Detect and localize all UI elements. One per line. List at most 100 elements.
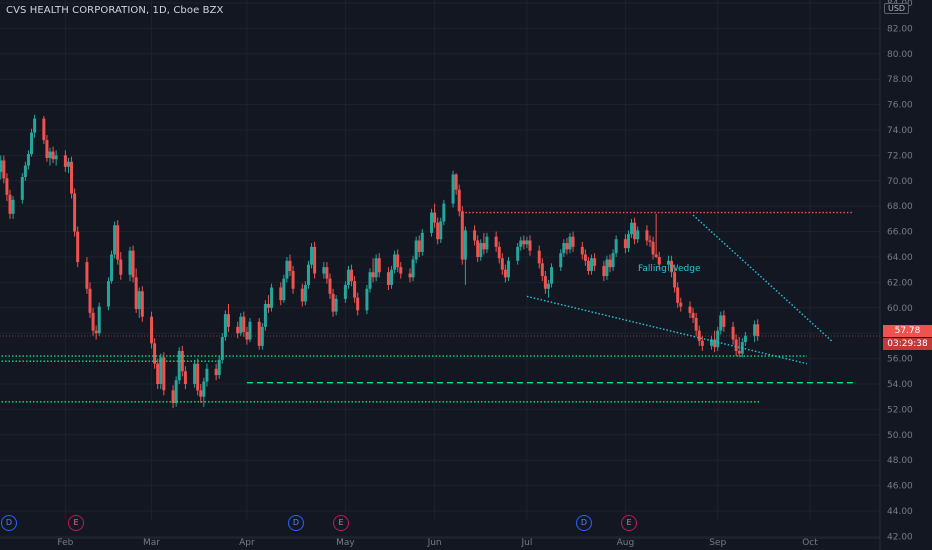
- candle-body: [645, 230, 649, 241]
- dividend-marker[interactable]: D: [288, 515, 304, 531]
- bar-countdown-label: 03:29:38: [883, 338, 932, 350]
- x-tick-label: Feb: [57, 538, 73, 548]
- candle-body: [313, 246, 317, 274]
- candle-body: [583, 254, 587, 261]
- y-tick-label: 48.00: [887, 456, 913, 466]
- y-tick-label: 68.00: [887, 202, 913, 212]
- candle-body: [11, 199, 15, 214]
- candle-body: [565, 243, 569, 250]
- candle-body: [70, 161, 74, 194]
- y-tick-label: 52.00: [887, 405, 913, 415]
- candle-body: [91, 312, 95, 331]
- candle-body: [128, 250, 132, 275]
- candle-body: [593, 258, 597, 266]
- candle-body: [522, 240, 526, 245]
- y-tick-label: 70.00: [887, 177, 913, 187]
- y-tick-label: 56.00: [887, 355, 913, 365]
- candle-body: [543, 276, 547, 289]
- candle-body: [528, 240, 532, 251]
- candle-body: [119, 259, 123, 275]
- candle-body: [562, 243, 566, 254]
- candle-body: [306, 264, 310, 285]
- dividend-marker[interactable]: D: [1, 515, 17, 531]
- candle-body: [519, 240, 523, 247]
- candle-body: [396, 254, 400, 268]
- candle-body: [140, 291, 144, 317]
- candle-body: [485, 236, 489, 250]
- currency-badge[interactable]: USD: [884, 3, 910, 14]
- candle-body: [334, 298, 338, 312]
- candle-body: [580, 246, 584, 255]
- candle-body: [713, 339, 717, 348]
- earnings-marker[interactable]: E: [621, 515, 637, 531]
- candle-body: [497, 246, 501, 259]
- candle-body: [571, 236, 575, 247]
- candle-body: [460, 211, 464, 260]
- candle-body: [386, 272, 390, 285]
- candle-body: [183, 371, 187, 384]
- candle-body: [525, 240, 529, 245]
- candle-body: [137, 291, 141, 310]
- candle-body: [454, 174, 458, 190]
- candle-body: [76, 231, 80, 263]
- candle-body: [51, 151, 55, 160]
- candle-body: [737, 350, 741, 354]
- candle-body: [430, 212, 434, 233]
- candle-body: [97, 306, 101, 334]
- candle-body: [670, 260, 674, 273]
- candle-body: [657, 257, 661, 265]
- candle-body: [180, 350, 184, 372]
- candle-body: [116, 225, 120, 260]
- candle-body: [23, 165, 27, 177]
- candle-body: [300, 288, 304, 302]
- candle-body: [626, 234, 630, 249]
- candle-body: [257, 321, 261, 346]
- candle-body: [270, 287, 274, 308]
- x-tick-label: Jun: [427, 538, 442, 548]
- dividend-marker[interactable]: D: [576, 515, 592, 531]
- candle-body: [85, 262, 89, 289]
- candle-body: [285, 260, 289, 279]
- candle-body: [248, 321, 252, 340]
- candle-body: [393, 254, 397, 270]
- x-tick-label: Mar: [143, 538, 160, 548]
- candle-body: [568, 236, 572, 250]
- candle-body: [390, 269, 394, 285]
- candle-body: [223, 314, 227, 338]
- candle-body: [451, 174, 455, 204]
- candle-body: [353, 281, 357, 298]
- wedge_lower-line: [526, 295, 808, 365]
- candle-body: [611, 253, 615, 268]
- candle-body: [322, 267, 326, 274]
- candle-body: [8, 194, 12, 214]
- y-tick-label: 66.00: [887, 228, 913, 238]
- candle-body: [377, 258, 381, 273]
- candle-body: [500, 258, 504, 270]
- y-tick-label: 64.00: [887, 253, 913, 263]
- y-tick-label: 60.00: [887, 304, 913, 314]
- candle-body: [310, 246, 314, 265]
- candle-body: [756, 324, 760, 336]
- y-tick-label: 80.00: [887, 50, 913, 60]
- candle-body: [73, 193, 77, 232]
- x-tick-label: May: [336, 538, 355, 548]
- earnings-marker[interactable]: E: [333, 515, 349, 531]
- candle-body: [411, 259, 415, 278]
- chart-title: CVS HEALTH CORPORATION, 1D, Cboe BZX: [6, 5, 224, 16]
- candle-body: [753, 324, 757, 336]
- x-tick-label: Aug: [617, 538, 635, 548]
- candle-body: [417, 240, 421, 252]
- candle-body: [26, 154, 30, 166]
- candle-body: [506, 260, 510, 278]
- candle-body: [5, 178, 9, 195]
- earnings-marker[interactable]: E: [68, 515, 84, 531]
- candle-body: [106, 281, 110, 307]
- candle-body: [374, 258, 378, 278]
- candle-body: [602, 265, 606, 277]
- candle-body: [66, 161, 70, 167]
- candle-body: [113, 225, 117, 255]
- candle-body: [722, 315, 726, 327]
- candle-body: [202, 381, 206, 397]
- candle-body: [325, 267, 329, 279]
